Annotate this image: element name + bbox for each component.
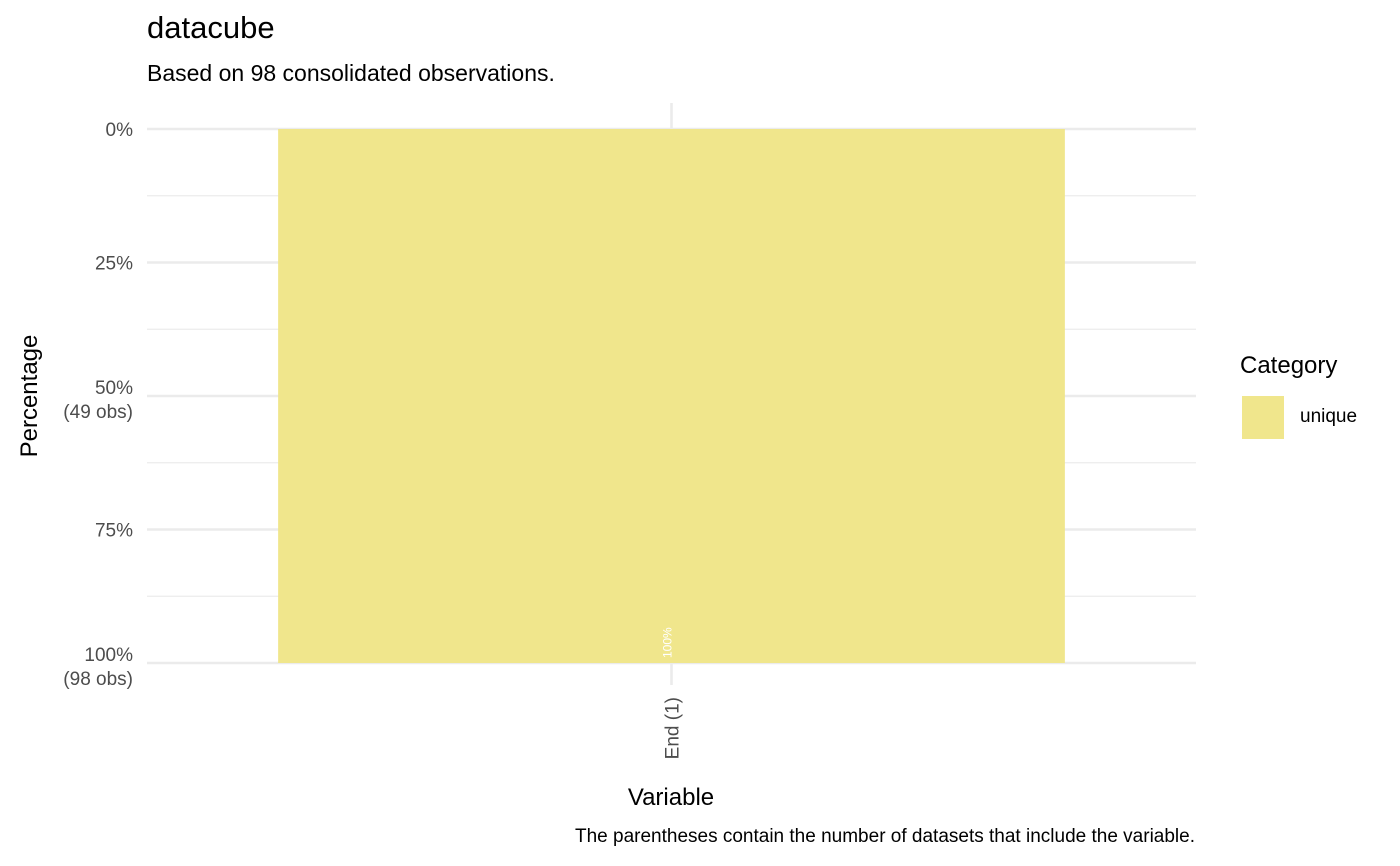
y-tick-sublabel: (98 obs) [63, 669, 133, 690]
y-axis-label: Percentage [16, 334, 43, 458]
x-axis-label: Variable [627, 784, 715, 811]
chart-subtitle: Based on 98 consolidated observations. [147, 60, 555, 86]
y-tick-label: 25% [95, 254, 133, 275]
y-tick-label: 0% [106, 120, 134, 141]
legend-title: Category [1240, 352, 1338, 379]
bar-unique [278, 129, 1065, 663]
legend-label-unique: unique [1300, 406, 1358, 427]
chart-caption: The parentheses contain the number of da… [574, 826, 1195, 847]
legend-key-unique [1242, 396, 1284, 439]
y-tick-label: 50% [95, 378, 133, 399]
data-label: 100% [661, 627, 675, 658]
y-tick-label: 75% [95, 521, 133, 542]
y-tick-label: 100% [84, 645, 133, 666]
chart-title: datacube [147, 10, 275, 45]
y-tick-sublabel: (49 obs) [63, 402, 133, 423]
x-tick-label: End (1) [663, 697, 684, 759]
